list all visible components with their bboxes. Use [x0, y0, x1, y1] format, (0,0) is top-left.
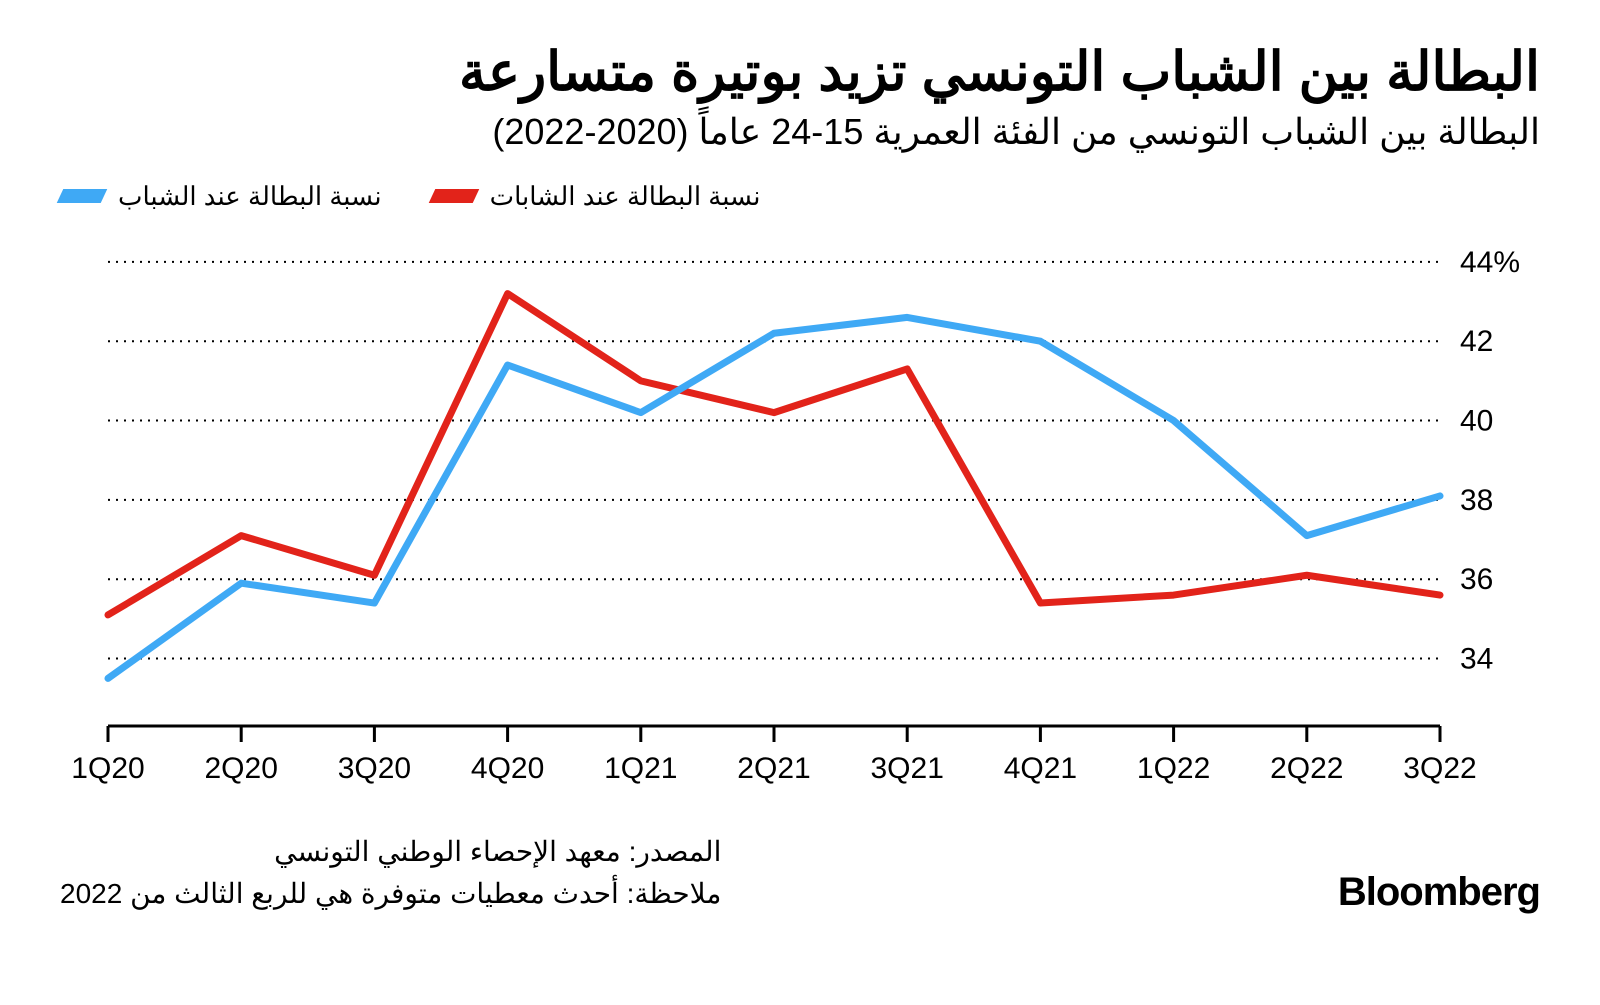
y-tick-label: 44%: [1460, 246, 1520, 279]
y-tick-label: 40: [1460, 404, 1493, 437]
source-text: المصدر: معهد الإحصاء الوطني التونسي: [60, 831, 721, 873]
footer-text: المصدر: معهد الإحصاء الوطني التونسي ملاح…: [60, 831, 721, 915]
chart-title: البطالة بين الشباب التونسي تزيد بوتيرة م…: [60, 40, 1540, 105]
x-tick-label: 2Q21: [737, 752, 810, 785]
y-tick-label: 36: [1460, 563, 1493, 596]
note-text: ملاحظة: أحدث معطيات متوفرة هي للربع الثا…: [60, 873, 721, 915]
footer: المصدر: معهد الإحصاء الوطني التونسي ملاح…: [60, 831, 1540, 915]
chart-page: البطالة بين الشباب التونسي تزيد بوتيرة م…: [0, 0, 1600, 1005]
x-tick-label: 3Q21: [871, 752, 944, 785]
x-tick-label: 1Q22: [1137, 752, 1210, 785]
brand-logo: Bloomberg: [1338, 870, 1540, 915]
x-tick-label: 3Q22: [1403, 752, 1476, 785]
x-tick-label: 1Q20: [71, 752, 144, 785]
legend-item-series2: نسبة البطالة عند الشابات: [432, 181, 761, 212]
legend-item-series1: نسبة البطالة عند الشباب: [60, 181, 382, 212]
legend: نسبة البطالة عند الشباب نسبة البطالة عند…: [60, 181, 1540, 212]
legend-swatch-series2: [428, 189, 479, 203]
chart-area: 34 36 38 40 42 44% 1Q20 2Q20 3Q20 4Q20 1Q21 2Q21 3Q2…: [60, 236, 1540, 801]
legend-label-series1: نسبة البطالة عند الشباب: [118, 181, 382, 212]
y-tick-label: 42: [1460, 325, 1493, 358]
line-chart-svg: 34 36 38 40 42 44% 1Q20 2Q20 3Q20 4Q20 1Q21 2Q21 3Q2…: [60, 236, 1540, 796]
y-tick-label: 34: [1460, 642, 1493, 675]
x-tick-label: 2Q20: [205, 752, 278, 785]
legend-swatch-series1: [57, 189, 108, 203]
x-tick-label: 1Q21: [604, 752, 677, 785]
x-tick-label: 4Q20: [471, 752, 544, 785]
series-line-s1: [108, 317, 1440, 678]
chart-subtitle: البطالة بين الشباب التونسي من الفئة العم…: [60, 111, 1540, 153]
x-tick-label: 4Q21: [1004, 752, 1077, 785]
y-tick-label: 38: [1460, 484, 1493, 517]
x-tick-label: 2Q22: [1270, 752, 1343, 785]
x-tick-label: 3Q20: [338, 752, 411, 785]
legend-label-series2: نسبة البطالة عند الشابات: [490, 181, 761, 212]
